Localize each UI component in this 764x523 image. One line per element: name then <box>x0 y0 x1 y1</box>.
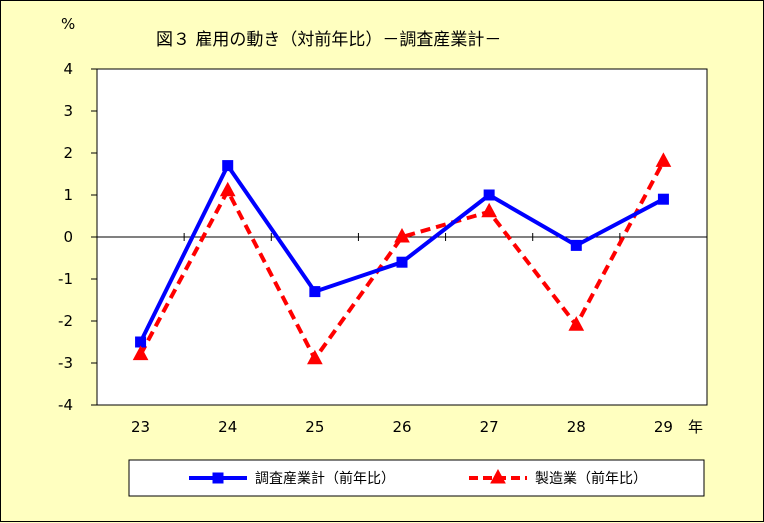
axes: 4 3 2 1 0 -1 -2 -3 -4 23 24 25 26 27 28 29 <box>58 60 707 436</box>
y-tick-label: 2 <box>63 144 73 162</box>
chart-title: 図３ 雇用の動き（対前年比）－調査産業計－ <box>156 30 501 50</box>
data-point-total <box>396 256 408 268</box>
data-point-manufacturing <box>655 152 672 167</box>
x-tick-label: 23 <box>131 418 150 436</box>
x-tick-label: 25 <box>305 418 324 436</box>
y-tick-label: 3 <box>63 102 73 120</box>
data-point-manufacturing <box>481 202 497 218</box>
x-tick-label: 24 <box>218 418 237 436</box>
x-tick-label: 26 <box>392 418 411 436</box>
data-point-total <box>570 239 582 251</box>
y-tick-label: -2 <box>58 312 73 330</box>
data-point-manufacturing <box>568 316 585 331</box>
data-point-total <box>657 193 669 205</box>
legend-marker-total <box>212 472 224 484</box>
data-point-manufacturing <box>307 349 323 365</box>
data-point-manufacturing <box>394 227 410 243</box>
legend-label-manufacturing: 製造業（前年比） <box>535 470 647 487</box>
y-tick-label: -3 <box>58 354 73 372</box>
y-tick-label: 0 <box>63 228 73 246</box>
data-point-manufacturing <box>219 181 236 197</box>
data-point-total <box>222 160 234 172</box>
y-tick-label: -1 <box>58 270 73 288</box>
legend: 調査産業計（前年比） 製造業（前年比） <box>189 468 647 487</box>
series-layer <box>132 152 672 365</box>
legend-label-total: 調査産業計（前年比） <box>255 470 395 487</box>
y-tick-label: 1 <box>63 186 73 204</box>
x-tick-label: 28 <box>567 418 586 436</box>
x-tick-label: 29 <box>654 418 673 436</box>
y-unit-label: % <box>61 15 75 33</box>
data-point-manufacturing <box>132 345 149 361</box>
x-tick-label: 27 <box>480 418 499 436</box>
data-point-total <box>309 286 321 298</box>
y-tick-label: 4 <box>63 60 73 78</box>
y-tick-label: -4 <box>58 396 73 414</box>
data-point-total <box>135 336 147 348</box>
data-point-total <box>483 189 495 201</box>
x-unit-label: 年 <box>688 418 703 436</box>
legend-marker-manufacturing <box>490 468 506 484</box>
